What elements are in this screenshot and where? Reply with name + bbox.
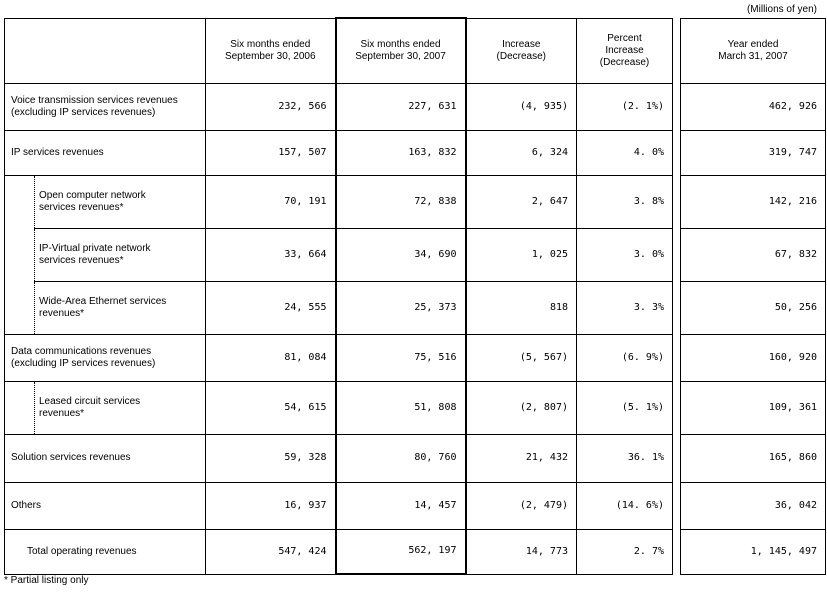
cell-increase: (5, 567) [465,333,577,382]
cell-2006: 70, 191 [205,174,336,229]
column-gap [672,281,681,334]
table-row: Wide-Area Ethernet services revenues* 24… [4,280,826,335]
header-six-months-2006: Six months ended September 30, 2006 [205,17,336,84]
row-label: Solution services revenues [4,433,206,483]
cell-2006: 81, 084 [205,333,336,382]
table-row: Others 16, 937 14, 457 (2, 479) (14. 6%)… [4,481,826,530]
cell-year: 1, 145, 497 [680,528,826,575]
header-percent-increase: Percent Increase (Decrease) [576,17,673,84]
cell-year: 36, 042 [680,481,826,530]
table-row: Leased circuit services revenues* 54, 61… [4,380,826,435]
revenue-table: Six months ended September 30, 2006 Six … [4,17,826,575]
cell-increase: 21, 432 [465,433,577,483]
cell-increase: 6, 324 [465,129,577,176]
table-row: Open computer network services revenues*… [4,174,826,229]
cell-increase: (2, 807) [465,380,577,435]
cell-increase: (4, 935) [465,82,577,131]
indent-spacer [4,381,35,434]
cell-year: 109, 361 [680,380,826,435]
cell-percent: (6. 9%) [576,333,673,382]
cell-2006: 54, 615 [205,380,336,435]
cell-percent: (2. 1%) [576,82,673,131]
cell-year: 165, 860 [680,433,826,483]
cell-2006: 59, 328 [205,433,336,483]
cell-percent: 4. 0% [576,129,673,176]
cell-2007: 34, 690 [334,227,467,282]
column-gap [672,228,681,281]
cell-2006: 157, 507 [205,129,336,176]
cell-year: 67, 832 [680,227,826,282]
total-row: Total operating revenues 547, 424 562, 1… [4,528,826,575]
cell-2006: 232, 566 [205,82,336,131]
cell-2006: 33, 664 [205,227,336,282]
footnote: * Partial listing only [4,575,89,586]
header-increase: Increase (Decrease) [465,17,577,84]
unit-label: (Millions of yen) [746,4,817,15]
cell-percent: 2. 7% [576,528,673,575]
cell-2006: 547, 424 [205,528,336,575]
cell-2007: 25, 373 [334,280,467,335]
cell-2007: 14, 457 [334,481,467,530]
table-row: Solution services revenues 59, 328 80, 7… [4,433,826,483]
cell-year: 319, 747 [680,129,826,176]
table-row: IP services revenues 157, 507 163, 832 6… [4,129,826,176]
row-label: Leased circuit services revenues* [34,380,206,435]
cell-2007: 72, 838 [334,174,467,229]
indent-spacer [4,175,35,228]
column-gap [672,18,681,83]
row-label: Open computer network services revenues* [34,174,206,229]
row-label: Voice transmission services revenues (ex… [4,82,206,131]
header-year-ended: Year ended March 31, 2007 [680,17,826,84]
cell-2006: 24, 555 [205,280,336,335]
indent-spacer [4,228,35,281]
row-label: Wide-Area Ethernet services revenues* [34,280,206,335]
cell-year: 160, 920 [680,333,826,382]
indent-spacer [4,281,35,334]
row-label: IP services revenues [4,129,206,176]
cell-2007: 227, 631 [334,82,467,131]
header-six-months-2007: Six months ended September 30, 2007 [334,17,467,84]
table-row: IP-Virtual private network services reve… [4,227,826,282]
cell-increase: 2, 647 [465,174,577,229]
cell-percent: 3. 8% [576,174,673,229]
cell-year: 142, 216 [680,174,826,229]
cell-percent: 3. 0% [576,227,673,282]
column-gap [672,175,681,228]
cell-year: 50, 256 [680,280,826,335]
header-row: Six months ended September 30, 2006 Six … [4,17,826,84]
cell-increase: 14, 773 [465,528,577,575]
cell-percent: (5. 1%) [576,380,673,435]
cell-2007: 80, 760 [334,433,467,483]
column-gap [672,83,681,130]
cell-2007: 562, 197 [334,528,467,575]
cell-percent: (14. 6%) [576,481,673,530]
cell-percent: 36. 1% [576,433,673,483]
cell-2007: 75, 516 [334,333,467,382]
column-gap [672,381,681,434]
column-gap [672,434,681,482]
cell-increase: 818 [465,280,577,335]
row-label: Data communications revenues (excluding … [4,333,206,382]
cell-year: 462, 926 [680,82,826,131]
cell-increase: (2, 479) [465,481,577,530]
table-row: Data communications revenues (excluding … [4,333,826,382]
column-gap [672,130,681,175]
header-blank [4,17,206,84]
cell-increase: 1, 025 [465,227,577,282]
row-label: Total operating revenues [4,528,206,575]
row-label: IP-Virtual private network services reve… [34,227,206,282]
cell-2007: 51, 808 [334,380,467,435]
cell-2007: 163, 832 [334,129,467,176]
row-label: Others [4,481,206,530]
column-gap [672,334,681,381]
column-gap [672,529,681,574]
table-row: Voice transmission services revenues (ex… [4,82,826,131]
cell-2006: 16, 937 [205,481,336,530]
column-gap [672,482,681,529]
cell-percent: 3. 3% [576,280,673,335]
